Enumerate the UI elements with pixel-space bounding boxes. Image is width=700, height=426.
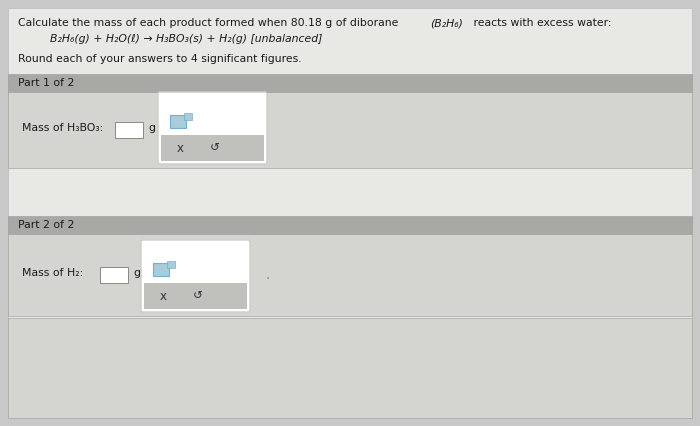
Bar <box>167 261 175 268</box>
Text: reacts with excess water:: reacts with excess water: <box>470 18 612 28</box>
Bar <box>8 74 692 92</box>
Bar <box>100 267 128 283</box>
Text: g: g <box>133 268 140 278</box>
Text: x: x <box>176 141 183 155</box>
Bar <box>153 263 169 276</box>
Text: Part 1 of 2: Part 1 of 2 <box>18 78 74 88</box>
Bar <box>8 216 692 234</box>
FancyBboxPatch shape <box>158 92 267 164</box>
Text: Mass of H₃BO₃:: Mass of H₃BO₃: <box>22 123 104 133</box>
Text: x: x <box>160 290 167 302</box>
Bar <box>144 283 247 309</box>
Bar <box>184 113 192 120</box>
Text: g: g <box>148 123 155 133</box>
Text: .: . <box>266 268 270 282</box>
Text: Part 2 of 2: Part 2 of 2 <box>18 220 74 230</box>
Text: Round each of your answers to 4 significant figures.: Round each of your answers to 4 signific… <box>18 54 302 64</box>
Bar <box>8 318 692 418</box>
FancyBboxPatch shape <box>141 240 250 312</box>
Bar <box>8 234 692 316</box>
Bar <box>161 135 264 161</box>
Text: Calculate the mass of each product formed when 80.18 g of diborane: Calculate the mass of each product forme… <box>18 18 402 28</box>
Text: ↺: ↺ <box>193 290 203 302</box>
Text: ↺: ↺ <box>210 141 220 155</box>
Bar <box>170 115 186 128</box>
Text: (B₂H₆): (B₂H₆) <box>430 18 463 28</box>
Bar <box>8 92 692 168</box>
Bar <box>115 122 143 138</box>
Text: Mass of H₂:: Mass of H₂: <box>22 268 83 278</box>
Text: B₂H₆(g) + H₂O(ℓ) → H₃BO₃(s) + H₂(g) [unbalanced]: B₂H₆(g) + H₂O(ℓ) → H₃BO₃(s) + H₂(g) [unb… <box>50 34 323 44</box>
